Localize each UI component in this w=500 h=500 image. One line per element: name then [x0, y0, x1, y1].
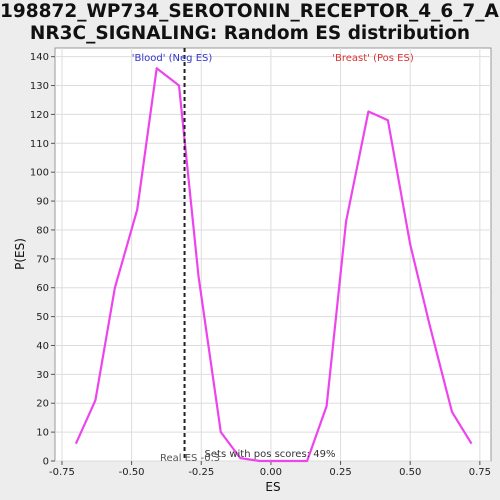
- y-tick-label: 80: [36, 225, 49, 236]
- chart-title-line-2: NR3C_SIGNALING: Random ES distribution: [29, 23, 471, 44]
- x-tick-label: -0.50: [119, 467, 145, 478]
- x-tick-label: 0.75: [469, 467, 491, 478]
- x-axis-ticks: -0.75 -0.50 -0.25 0.00 0.25 0.50 0.75: [49, 461, 491, 478]
- y-tick-label: 100: [30, 168, 49, 179]
- y-tick-label: 120: [30, 110, 49, 121]
- y-tick-label: 20: [36, 399, 49, 410]
- x-tick-label: 0.25: [329, 467, 351, 478]
- x-tick-label: 0.00: [260, 467, 282, 478]
- y-axis-label: P(ES): [13, 238, 27, 270]
- chart-title-line-1: 198872_WP734_SEROTONIN_RECEPTOR_4_6_7_AN…: [0, 1, 500, 22]
- y-tick-label: 10: [36, 428, 49, 439]
- x-tick-label: -0.25: [188, 467, 214, 478]
- real-es-label-text: Real ES: [160, 453, 197, 464]
- y-tick-label: 90: [36, 197, 49, 208]
- series-line: [74, 67, 473, 463]
- y-tick-label: 0: [43, 457, 49, 468]
- grid-lines: [55, 48, 491, 462]
- real-es-label: Real ES -0.3: [160, 453, 220, 464]
- y-tick-label: 40: [36, 341, 49, 352]
- pos-es-annotation: 'Breast' (Pos ES): [332, 53, 414, 64]
- pos-scores-annotation: Sets with pos scores: 49%: [205, 449, 336, 460]
- y-tick-label: 30: [36, 370, 49, 381]
- y-axis-ticks: 0 10 20 30 40 50 60 70 80 90 100 110 120 130 140: [30, 52, 55, 468]
- y-tick-label: 130: [30, 81, 49, 92]
- x-tick-label: -0.75: [49, 467, 75, 478]
- x-tick-label: 0.50: [399, 467, 421, 478]
- y-tick-label: 110: [30, 139, 49, 150]
- y-tick-label: 70: [36, 254, 49, 265]
- x-axis-label: ES: [265, 480, 280, 494]
- real-es-value: -0.3: [201, 453, 221, 464]
- series-group: [74, 67, 473, 463]
- y-tick-label: 50: [36, 312, 49, 323]
- plot-area: [54, 47, 492, 462]
- y-tick-label: 140: [30, 52, 49, 63]
- neg-es-annotation: 'Blood' (Neg ES): [132, 53, 213, 64]
- y-tick-label: 60: [36, 283, 49, 294]
